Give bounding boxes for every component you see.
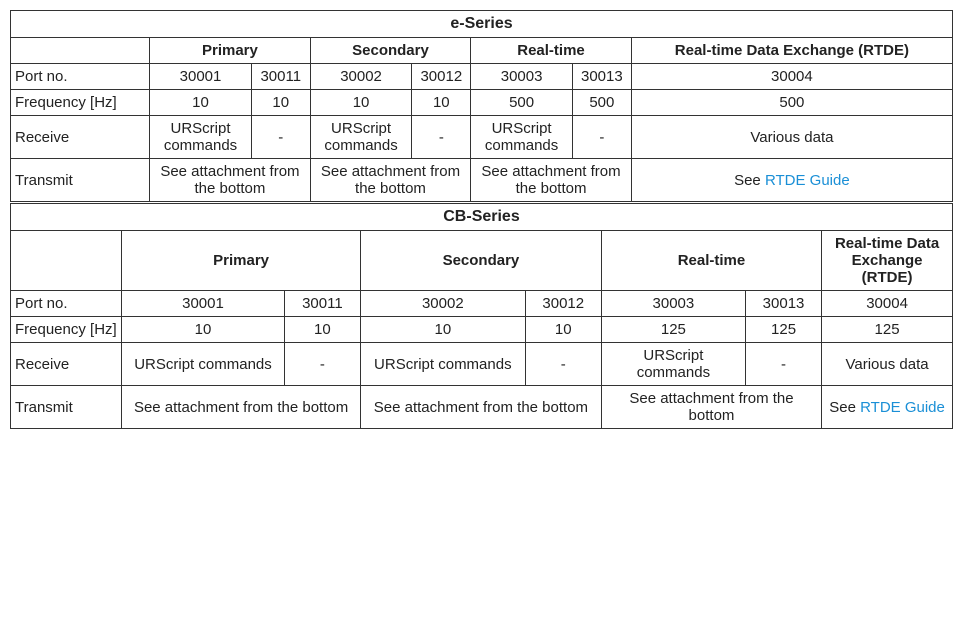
freq-secondary-a: 10: [310, 90, 412, 116]
blank-header-cb: [11, 231, 122, 291]
recv-primary-a: URScript commands: [150, 116, 252, 159]
cb-recv-realtime-b: -: [745, 343, 821, 386]
cb-freq-rtde: 125: [822, 317, 953, 343]
cb-recv-secondary-b: -: [525, 343, 601, 386]
cb-trans-rtde-prefix: See: [829, 399, 860, 416]
cb-row-label-trans: Transmit: [11, 386, 122, 429]
cb-trans-realtime: See attachment from the bottom: [601, 386, 821, 429]
cb-row-label-port: Port no.: [11, 291, 122, 317]
cb-port-primary-a: 30001: [122, 291, 285, 317]
cb-freq-realtime-b: 125: [745, 317, 821, 343]
trans-rtde-prefix: See: [734, 172, 765, 189]
cb-series-freq-row: Frequency [Hz] 10 10 10 10 125 125 125: [11, 317, 953, 343]
cb-freq-secondary-b: 10: [525, 317, 601, 343]
cb-series-table: CB-Series Primary Secondary Real-time Re…: [10, 201, 953, 429]
port-primary-a: 30001: [150, 64, 252, 90]
row-label-recv: Receive: [11, 116, 150, 159]
e-series-transmit-row: Transmit See attachment from the bottom …: [11, 159, 953, 202]
rtde-guide-link[interactable]: RTDE Guide: [765, 172, 850, 189]
e-series-freq-row: Frequency [Hz] 10 10 10 10 500 500 500: [11, 90, 953, 116]
cb-freq-primary-b: 10: [284, 317, 360, 343]
header-primary: Primary: [150, 38, 311, 64]
cb-port-realtime-a: 30003: [601, 291, 745, 317]
cb-port-secondary-b: 30012: [525, 291, 601, 317]
recv-secondary-b: -: [412, 116, 471, 159]
recv-realtime-a: URScript commands: [471, 116, 573, 159]
cb-trans-rtde-cell: See RTDE Guide: [822, 386, 953, 429]
freq-rtde: 500: [631, 90, 952, 116]
cb-trans-primary: See attachment from the bottom: [122, 386, 361, 429]
freq-primary-a: 10: [150, 90, 252, 116]
e-series-header-row: Primary Secondary Real-time Real-time Da…: [11, 38, 953, 64]
cb-header-rtde: Real-time Data Exchange (RTDE): [822, 231, 953, 291]
recv-primary-b: -: [251, 116, 310, 159]
header-secondary: Secondary: [310, 38, 471, 64]
cb-recv-rtde: Various data: [822, 343, 953, 386]
row-label-trans: Transmit: [11, 159, 150, 202]
cb-port-realtime-b: 30013: [745, 291, 821, 317]
e-series-port-row: Port no. 30001 30011 30002 30012 30003 3…: [11, 64, 953, 90]
freq-realtime-b: 500: [572, 90, 631, 116]
cb-series-port-row: Port no. 30001 30011 30002 30012 30003 3…: [11, 291, 953, 317]
cb-header-secondary: Secondary: [360, 231, 601, 291]
cb-trans-secondary: See attachment from the bottom: [360, 386, 601, 429]
port-secondary-b: 30012: [412, 64, 471, 90]
freq-realtime-a: 500: [471, 90, 573, 116]
cb-port-secondary-a: 30002: [360, 291, 525, 317]
cb-row-label-recv: Receive: [11, 343, 122, 386]
trans-primary: See attachment from the bottom: [150, 159, 311, 202]
cb-recv-primary-a: URScript commands: [122, 343, 285, 386]
cb-series-receive-row: Receive URScript commands - URScript com…: [11, 343, 953, 386]
cb-recv-secondary-a: URScript commands: [360, 343, 525, 386]
port-realtime-b: 30013: [572, 64, 631, 90]
cb-port-primary-b: 30011: [284, 291, 360, 317]
row-label-port: Port no.: [11, 64, 150, 90]
freq-secondary-b: 10: [412, 90, 471, 116]
recv-rtde: Various data: [631, 116, 952, 159]
cb-series-title: CB-Series: [11, 203, 953, 231]
cb-recv-realtime-a: URScript commands: [601, 343, 745, 386]
blank-header: [11, 38, 150, 64]
e-series-table: e-Series Primary Secondary Real-time Rea…: [10, 10, 953, 202]
row-label-freq: Frequency [Hz]: [11, 90, 150, 116]
cb-series-title-row: CB-Series: [11, 203, 953, 231]
trans-rtde-cell: See RTDE Guide: [631, 159, 952, 202]
e-series-title: e-Series: [11, 11, 953, 38]
port-rtde: 30004: [631, 64, 952, 90]
trans-realtime: See attachment from the bottom: [471, 159, 632, 202]
port-realtime-a: 30003: [471, 64, 573, 90]
e-series-receive-row: Receive URScript commands - URScript com…: [11, 116, 953, 159]
cb-header-realtime: Real-time: [601, 231, 821, 291]
cb-rtde-guide-link[interactable]: RTDE Guide: [860, 399, 945, 416]
cb-freq-primary-a: 10: [122, 317, 285, 343]
cb-freq-secondary-a: 10: [360, 317, 525, 343]
recv-realtime-b: -: [572, 116, 631, 159]
port-primary-b: 30011: [251, 64, 310, 90]
e-series-title-row: e-Series: [11, 11, 953, 38]
cb-recv-primary-b: -: [284, 343, 360, 386]
cb-row-label-freq: Frequency [Hz]: [11, 317, 122, 343]
cb-port-rtde: 30004: [822, 291, 953, 317]
cb-series-transmit-row: Transmit See attachment from the bottom …: [11, 386, 953, 429]
header-realtime: Real-time: [471, 38, 632, 64]
cb-freq-realtime-a: 125: [601, 317, 745, 343]
cb-header-primary: Primary: [122, 231, 361, 291]
header-rtde: Real-time Data Exchange (RTDE): [631, 38, 952, 64]
trans-secondary: See attachment from the bottom: [310, 159, 471, 202]
freq-primary-b: 10: [251, 90, 310, 116]
cb-series-header-row: Primary Secondary Real-time Real-time Da…: [11, 231, 953, 291]
port-secondary-a: 30002: [310, 64, 412, 90]
recv-secondary-a: URScript commands: [310, 116, 412, 159]
